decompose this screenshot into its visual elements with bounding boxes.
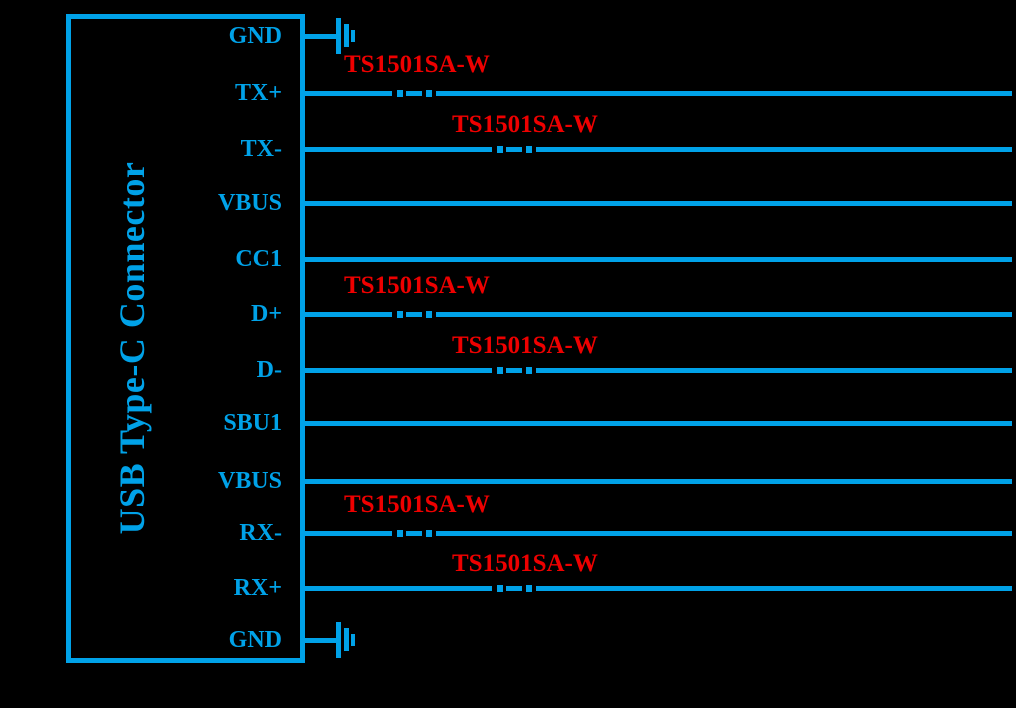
switch-symbol-tick [397, 90, 403, 97]
wire-vbus2 [305, 479, 1012, 484]
wire-txp [436, 91, 1012, 96]
ground-icon [344, 628, 349, 651]
gnd-top-stub-wire [305, 34, 337, 39]
component-label-rxp: TS1501SA-W [452, 550, 598, 577]
switch-symbol-tick [397, 311, 403, 318]
switch-symbol-tick [426, 311, 432, 318]
wire-vbus1 [305, 201, 1012, 206]
component-label-txm: TS1501SA-W [452, 111, 598, 138]
pin-label-gnd-top: GND [228, 23, 282, 49]
switch-symbol-tick [397, 530, 403, 537]
switch-symbol-tick [497, 585, 503, 592]
switch-symbol-mid [406, 312, 422, 317]
pin-label-vbus1: VBUS [217, 190, 282, 216]
pin-label-cc1: CC1 [235, 246, 282, 272]
wire-dp [305, 312, 392, 317]
switch-symbol-mid [406, 531, 422, 536]
switch-symbol-mid [506, 586, 522, 591]
pin-label-sbu1: SBU1 [223, 410, 282, 436]
switch-symbol-tick [526, 367, 532, 374]
switch-symbol-tick [526, 585, 532, 592]
ground-icon [336, 622, 341, 658]
pin-label-dm: D- [256, 357, 282, 383]
wire-dm [536, 368, 1012, 373]
wire-cc1 [305, 257, 1012, 262]
wire-txp [305, 91, 392, 96]
switch-symbol-tick [497, 146, 503, 153]
switch-symbol-tick [426, 90, 432, 97]
wire-dm [305, 368, 492, 373]
usb-type-c-connector-box [66, 14, 305, 663]
pin-label-rxm: RX- [239, 520, 282, 546]
switch-symbol-tick [426, 530, 432, 537]
component-label-rxm: TS1501SA-W [344, 491, 490, 518]
ground-icon [351, 30, 355, 42]
ground-icon [344, 24, 349, 47]
pin-label-gnd-bottom: GND [228, 627, 282, 653]
wire-dp [436, 312, 1012, 317]
wire-sbu1 [305, 421, 1012, 426]
wire-rxm [305, 531, 392, 536]
gnd-bottom-stub-wire [305, 638, 337, 643]
wire-rxm [436, 531, 1012, 536]
switch-symbol-mid [406, 91, 422, 96]
switch-symbol-tick [497, 367, 503, 374]
switch-symbol-mid [506, 147, 522, 152]
pin-label-txm: TX- [240, 136, 282, 162]
pin-label-txp: TX+ [234, 80, 282, 106]
wire-txm [536, 147, 1012, 152]
ground-icon [351, 634, 355, 646]
component-label-txp: TS1501SA-W [344, 51, 490, 78]
switch-symbol-mid [506, 368, 522, 373]
component-label-dm: TS1501SA-W [452, 332, 598, 359]
ground-icon [336, 18, 341, 54]
component-label-dp: TS1501SA-W [344, 272, 490, 299]
pin-label-rxp: RX+ [233, 575, 282, 601]
pin-label-dp: D+ [250, 301, 282, 327]
wire-txm [305, 147, 492, 152]
wire-rxp [305, 586, 492, 591]
wire-rxp [536, 586, 1012, 591]
switch-symbol-tick [526, 146, 532, 153]
pin-label-vbus2: VBUS [217, 468, 282, 494]
